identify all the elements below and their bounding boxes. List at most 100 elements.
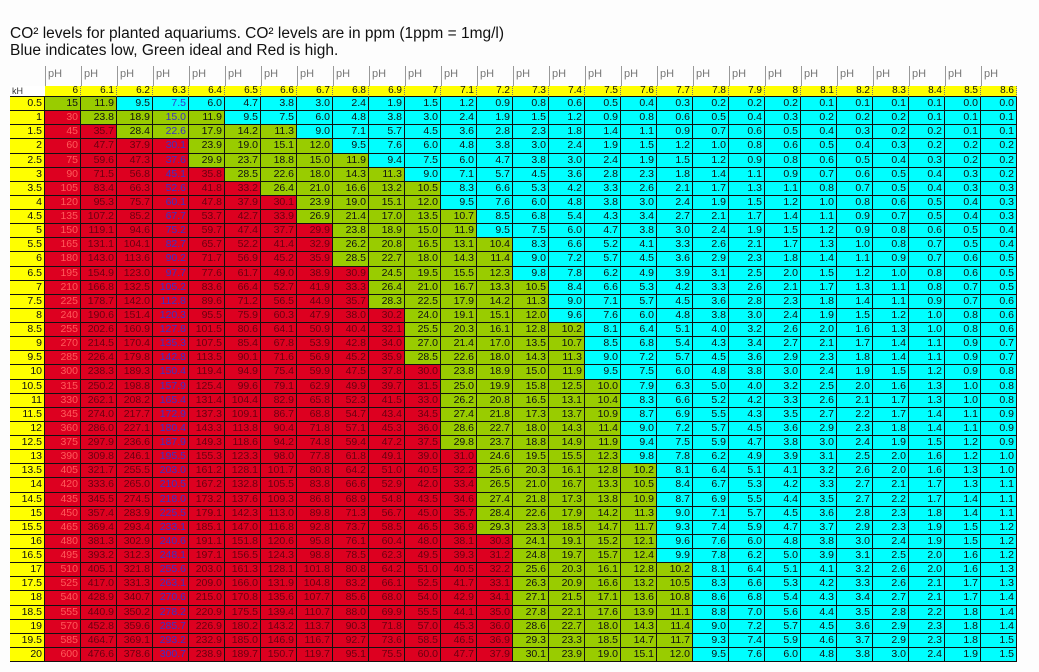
- co2-cell: 0.1: [945, 125, 981, 140]
- co2-cell: 22.6: [441, 351, 477, 366]
- co2-cell: 20.9: [549, 577, 585, 592]
- co2-cell: 3.9: [765, 450, 801, 465]
- co2-cell: 47.2: [369, 436, 405, 451]
- co2-cell: 24.6: [477, 450, 513, 465]
- co2-cell: 49.5: [405, 549, 441, 564]
- co2-cell: 161.2: [189, 464, 225, 479]
- kh-value: 16.5: [10, 549, 45, 564]
- co2-cell: 0.2: [765, 97, 801, 112]
- co2-cell: 3.8: [585, 195, 621, 210]
- co2-cell: 101.5: [189, 323, 225, 338]
- co2-cell: 4.2: [657, 280, 693, 295]
- co2-cell: 59.4: [333, 436, 369, 451]
- co2-cell: 71.8: [297, 421, 333, 436]
- co2-cell: 2.4: [765, 308, 801, 323]
- co2-cell: 0.7: [981, 337, 1017, 352]
- co2-cell: 28.3: [369, 294, 405, 309]
- co2-cell: 1.6: [873, 379, 909, 394]
- co2-cell: 1.7: [873, 393, 909, 408]
- co2-cell: 66.6: [333, 478, 369, 493]
- co2-cell: 17.1: [585, 591, 621, 606]
- co2-cell: 2.4: [837, 436, 873, 451]
- co2-cell: 4.5: [513, 167, 549, 182]
- co2-cell: 22.1: [549, 605, 585, 620]
- co2-cell: 56.8: [117, 167, 153, 182]
- co2-cell: 1.3: [801, 238, 837, 253]
- ph-value-header: 7.9: [729, 86, 765, 97]
- co2-cell: 23.9: [549, 647, 585, 662]
- co2-cell: 35.8: [189, 167, 225, 182]
- co2-cell: 555: [45, 605, 81, 620]
- co2-cell: 8.5: [477, 210, 513, 225]
- co2-cell: 25.0: [441, 379, 477, 394]
- co2-cell: 1.7: [693, 181, 729, 196]
- co2-cell: 68.0: [369, 591, 405, 606]
- co2-cell: 14.9: [549, 436, 585, 451]
- co2-cell: 41.9: [297, 280, 333, 295]
- co2-cell: 8.4: [657, 478, 693, 493]
- co2-cell: 17.3: [549, 492, 585, 507]
- co2-cell: 265.0: [117, 478, 153, 493]
- co2-cell: 92.7: [333, 633, 369, 648]
- kh-value: 19.5: [10, 633, 45, 648]
- co2-cell: 21.5: [549, 591, 585, 606]
- co2-cell: 5.0: [693, 379, 729, 394]
- co2-cell: 22.7: [369, 252, 405, 267]
- co2-cell: 57.0: [405, 619, 441, 634]
- co2-cell: 75.5: [369, 647, 405, 662]
- co2-cell: 1.7: [801, 280, 837, 295]
- co2-cell: 2.6: [765, 323, 801, 338]
- co2-cell: 29.9: [189, 153, 225, 168]
- co2-cell: 135.6: [261, 591, 297, 606]
- co2-cell: 0.5: [801, 139, 837, 154]
- co2-cell: 9.0: [621, 421, 657, 436]
- co2-cell: 49.1: [369, 450, 405, 465]
- co2-cell: 5.3: [621, 280, 657, 295]
- co2-cell: 3.1: [837, 549, 873, 564]
- ph-header-label: pH: [261, 66, 297, 86]
- co2-cell: 26.2: [441, 393, 477, 408]
- co2-cell: 132.5: [117, 280, 153, 295]
- co2-cell: 435: [45, 492, 81, 507]
- co2-cell: 161.3: [225, 563, 261, 578]
- kh-value: 11.5: [10, 407, 45, 422]
- co2-cell: 1.3: [945, 464, 981, 479]
- co2-cell: 5.2: [585, 238, 621, 253]
- title-line-1: CO² levels for planted aquariums. CO² le…: [10, 25, 505, 42]
- co2-cell: 142.3: [225, 506, 261, 521]
- ph-value-header: 7.8: [693, 86, 729, 97]
- co2-cell: 59.9: [297, 365, 333, 380]
- co2-cell: 17.0: [477, 337, 513, 352]
- co2-cell: 14.3: [513, 351, 549, 366]
- co2-cell: 0.2: [909, 125, 945, 140]
- co2-cell: 20.3: [441, 323, 477, 338]
- co2-cell: 4.4: [801, 605, 837, 620]
- co2-cell: 1.1: [801, 210, 837, 225]
- co2-cell: 464.7: [81, 633, 117, 648]
- co2-cell: 0.8: [981, 365, 1017, 380]
- co2-cell: 189.7: [225, 647, 261, 662]
- co2-cell: 5.5: [693, 407, 729, 422]
- co2-cell: 0.9: [657, 125, 693, 140]
- co2-cell: 83.2: [333, 577, 369, 592]
- co2-cell: 6.4: [729, 563, 765, 578]
- co2-cell: 30: [45, 111, 81, 126]
- co2-cell: 6.0: [513, 195, 549, 210]
- co2-cell: 1.7: [945, 591, 981, 606]
- co2-cell: 75.9: [225, 308, 261, 323]
- kh-value: 17.5: [10, 577, 45, 592]
- co2-cell: 1.8: [909, 506, 945, 521]
- co2-cell: 13.8: [585, 492, 621, 507]
- co2-cell: 540: [45, 591, 81, 606]
- co2-cell: 61.7: [225, 266, 261, 281]
- co2-cell: 3.6: [765, 421, 801, 436]
- co2-cell: 278.2: [153, 605, 189, 620]
- co2-cell: 8.5: [585, 337, 621, 352]
- co2-cell: 4.0: [693, 323, 729, 338]
- ph-value-header: 6: [45, 86, 81, 97]
- co2-cell: 24.5: [369, 266, 405, 281]
- co2-cell: 4.8: [693, 365, 729, 380]
- co2-cell: 48.0: [405, 534, 441, 549]
- co2-cell: 393.2: [81, 549, 117, 564]
- co2-cell: 4.5: [405, 125, 441, 140]
